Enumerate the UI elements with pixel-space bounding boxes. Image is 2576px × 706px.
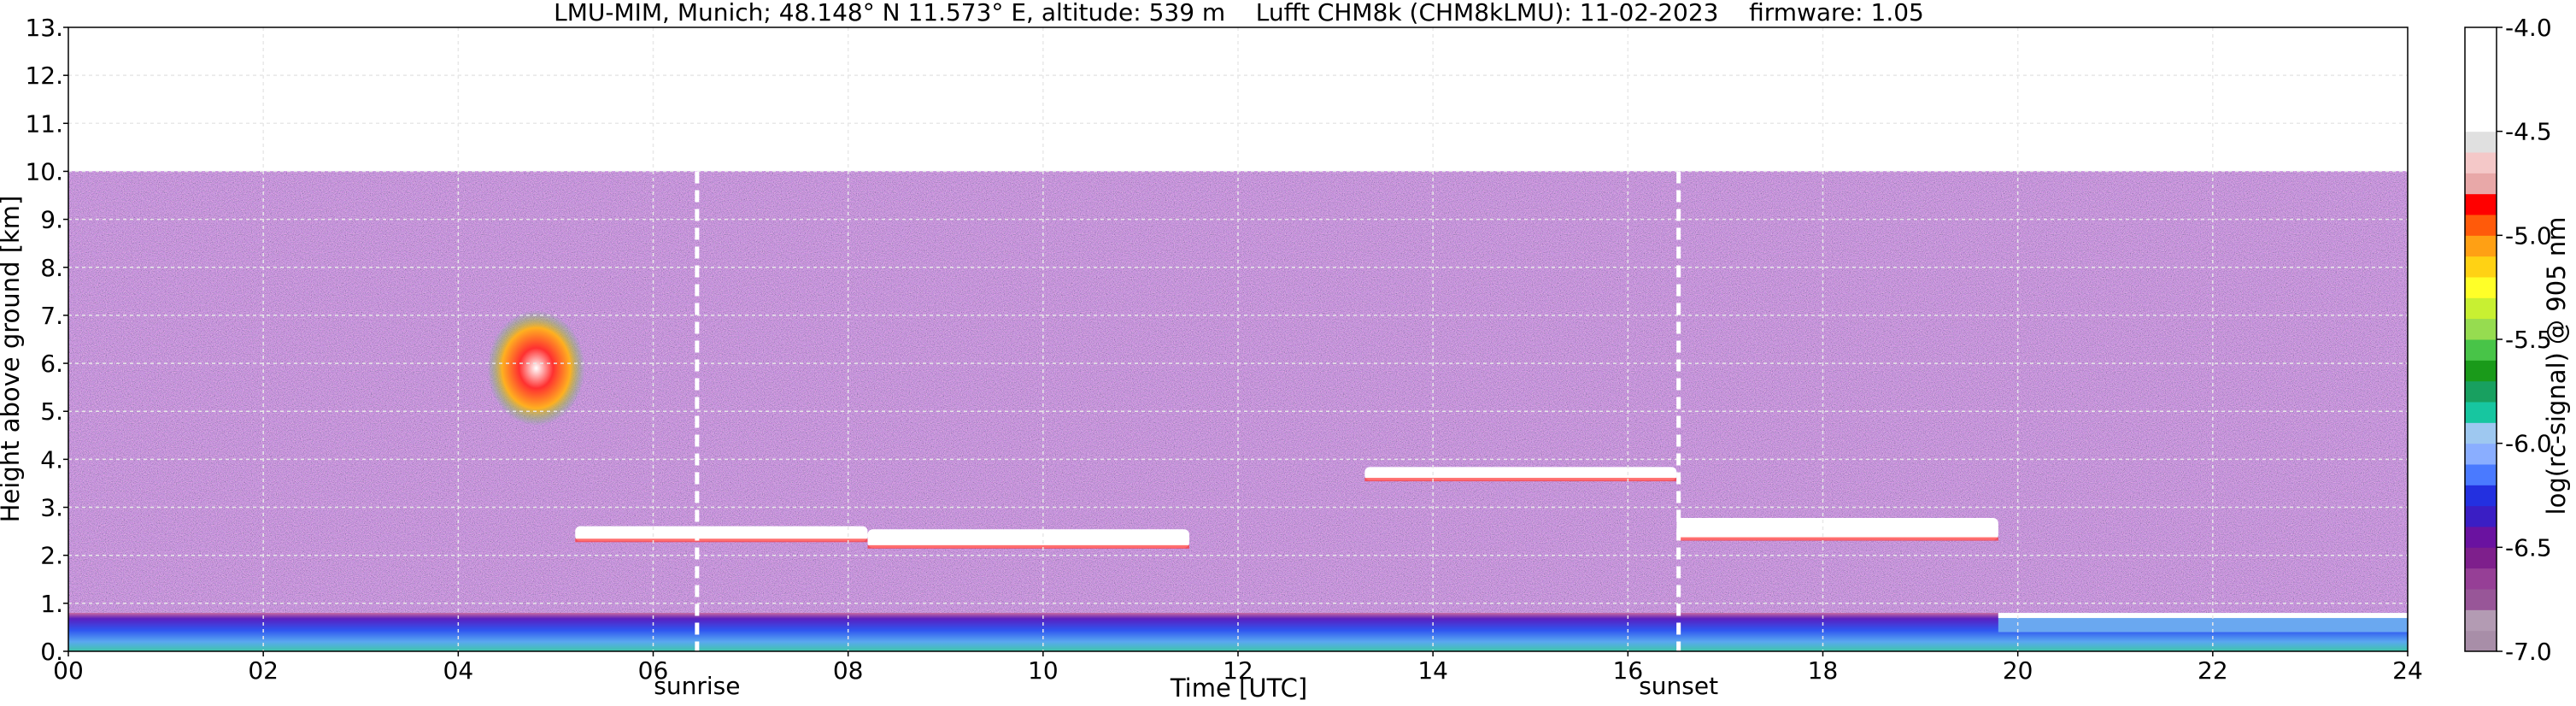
colorbar-band <box>2465 630 2497 652</box>
y-tick-label: 12. <box>25 62 63 90</box>
x-tick-label: 18 <box>1808 656 1839 685</box>
feature-cloud-layer <box>867 529 1189 548</box>
x-tick-label: 12 <box>1223 656 1253 685</box>
x-tick-label: 20 <box>2003 656 2033 685</box>
colorbar-band <box>2465 360 2497 382</box>
x-tick-label: 08 <box>833 656 864 685</box>
x-tick-label: 04 <box>443 656 474 685</box>
colorbar-band <box>2465 505 2497 527</box>
y-tick-label: 5. <box>40 397 63 426</box>
y-tick-label: 13. <box>25 14 63 42</box>
y-tick-label: 10. <box>25 157 63 185</box>
colorbar-tick-label: -7.0 <box>2505 638 2552 666</box>
colorbar-band <box>2465 547 2497 569</box>
colorbar-band <box>2465 402 2497 423</box>
feature-cloud-layer <box>1676 518 1998 540</box>
feature-cirrus <box>487 310 585 427</box>
feature-cloud-edge <box>867 544 1189 549</box>
colorbar-band <box>2465 568 2497 590</box>
x-tick-label: 22 <box>2198 656 2228 685</box>
y-tick-label: 11. <box>25 109 63 138</box>
x-tick-label: 06 <box>638 656 669 685</box>
colorbar-band <box>2465 215 2497 236</box>
y-tick-label: 3. <box>40 494 63 522</box>
x-tick-label: 10 <box>1028 656 1059 685</box>
colorbar-tick-label: -4.5 <box>2505 118 2552 146</box>
feature-cloud-layer <box>575 526 868 542</box>
y-tick-label: 7. <box>40 302 63 330</box>
colorbar-tick-label: -6.5 <box>2505 533 2552 562</box>
colorbar-band <box>2465 485 2497 507</box>
colorbar-label: log(rc-signal) @ 905 nm <box>2542 217 2571 515</box>
y-tick-label: 0. <box>40 638 63 666</box>
colorbar-band <box>2465 318 2497 340</box>
sun-event-label: sunrise <box>654 672 740 700</box>
sun-event-label: sunset <box>1639 672 1718 700</box>
x-tick-label: 24 <box>2392 656 2423 685</box>
colorbar-band <box>2465 339 2497 361</box>
feature-cloud-layer <box>1364 467 1677 481</box>
x-tick-label: 02 <box>248 656 279 685</box>
colorbar-band <box>2465 277 2497 298</box>
feature-cloud-edge <box>1676 537 1998 541</box>
colorbar-band <box>2465 193 2497 215</box>
x-tick-label: 00 <box>53 656 84 685</box>
y-tick-label: 4. <box>40 445 63 474</box>
colorbar-band <box>2465 422 2497 444</box>
colorbar-band <box>2465 464 2497 485</box>
feature-cloud-edge <box>1364 478 1677 482</box>
x-tick-label: 14 <box>1417 656 1448 685</box>
y-tick-label: 1. <box>40 590 63 618</box>
y-axis-label: Height above ground [km] <box>0 196 25 523</box>
colorbar-band <box>2465 443 2497 465</box>
y-tick-label: 8. <box>40 254 63 282</box>
colorbar-band <box>2465 380 2497 403</box>
colorbar-band <box>2465 152 2497 174</box>
colorbar-band <box>2465 527 2497 548</box>
colorbar-band <box>2465 235 2497 257</box>
x-axis-label: Time [UTC] <box>1170 674 1307 703</box>
colorbar-band <box>2465 589 2497 610</box>
colorbar-band <box>2465 297 2497 320</box>
colorbar-band <box>2465 256 2497 278</box>
colorbar-band <box>2465 609 2497 632</box>
chart-title: LMU-MIM, Munich; 48.148° N 11.573° E, al… <box>554 0 1924 26</box>
colorbar-tick-label: -4.0 <box>2505 14 2552 42</box>
colorbar-tick-label: -5.5 <box>2505 326 2552 354</box>
colorbar-band <box>2465 131 2497 153</box>
colorbar-band <box>2465 173 2497 195</box>
feature-cloud-edge <box>575 538 868 543</box>
colorbar-band <box>2465 27 2497 132</box>
colorbar-tick-label: -5.0 <box>2505 221 2552 250</box>
y-tick-label: 9. <box>40 206 63 234</box>
y-tick-label: 6. <box>40 350 63 378</box>
y-tick-label: 2. <box>40 542 63 570</box>
feature-low-cloud-top <box>1998 613 2408 619</box>
x-tick-label: 16 <box>1613 656 1644 685</box>
colorbar-tick-label: -6.0 <box>2505 430 2552 458</box>
